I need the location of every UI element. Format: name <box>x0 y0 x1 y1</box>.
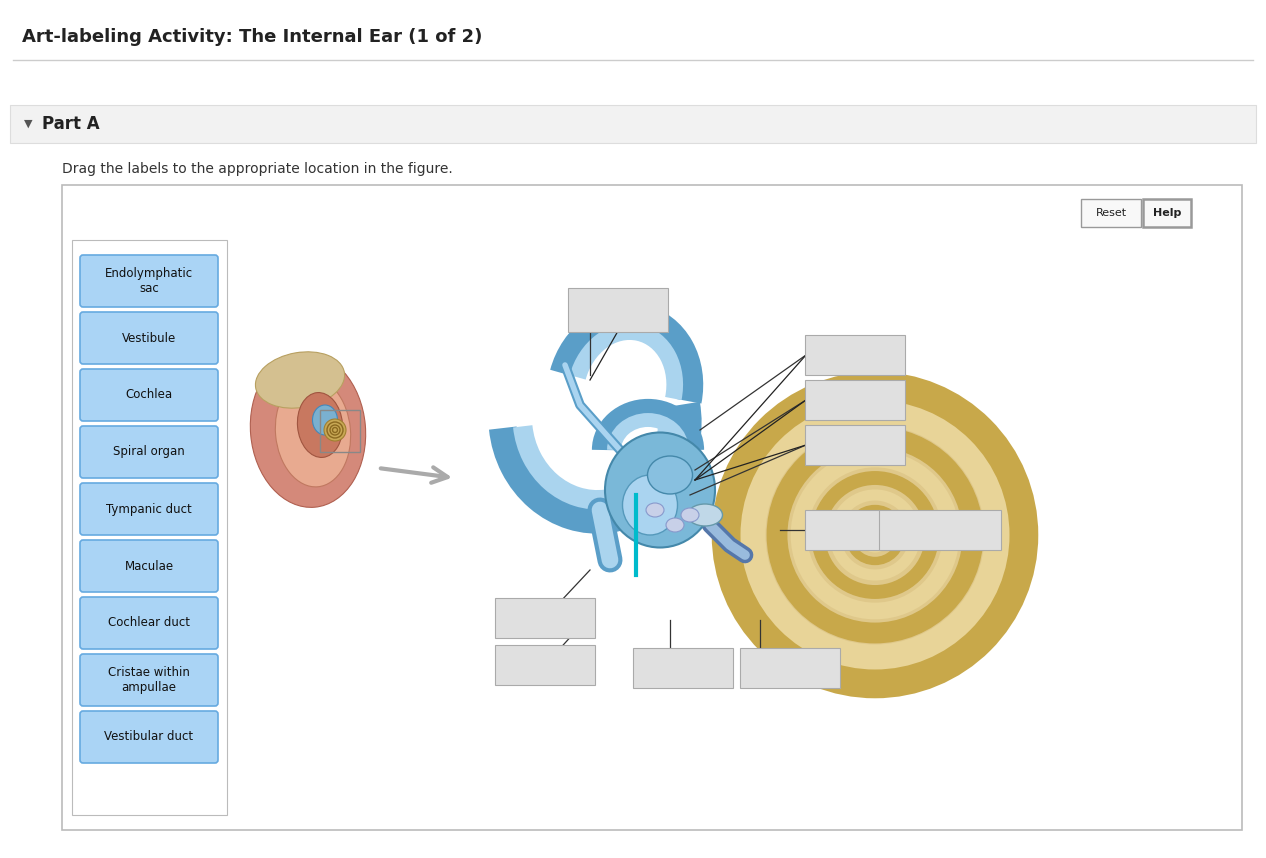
Ellipse shape <box>666 518 684 532</box>
Ellipse shape <box>324 419 346 441</box>
FancyBboxPatch shape <box>80 312 218 364</box>
FancyBboxPatch shape <box>633 648 733 688</box>
FancyBboxPatch shape <box>495 598 595 638</box>
FancyBboxPatch shape <box>1081 199 1141 227</box>
Ellipse shape <box>681 508 699 522</box>
Ellipse shape <box>720 390 1031 680</box>
FancyBboxPatch shape <box>72 240 227 815</box>
FancyBboxPatch shape <box>80 369 218 421</box>
Ellipse shape <box>605 432 715 547</box>
Text: Cochlear duct: Cochlear duct <box>108 617 190 630</box>
Text: Endolymphatic
sac: Endolymphatic sac <box>105 267 192 295</box>
FancyBboxPatch shape <box>1143 199 1191 227</box>
Ellipse shape <box>646 503 663 517</box>
FancyBboxPatch shape <box>805 510 905 550</box>
Text: ▼: ▼ <box>24 119 33 129</box>
FancyBboxPatch shape <box>10 105 1256 143</box>
FancyBboxPatch shape <box>80 597 218 649</box>
FancyBboxPatch shape <box>805 335 905 375</box>
Text: Art-labeling Activity: The Internal Ear (1 of 2): Art-labeling Activity: The Internal Ear … <box>22 28 482 46</box>
FancyBboxPatch shape <box>741 648 841 688</box>
Text: Help: Help <box>1153 208 1181 218</box>
Ellipse shape <box>256 352 344 408</box>
FancyBboxPatch shape <box>495 645 595 685</box>
Text: Reset: Reset <box>1095 208 1127 218</box>
FancyBboxPatch shape <box>80 540 218 592</box>
FancyBboxPatch shape <box>879 510 1001 550</box>
FancyBboxPatch shape <box>80 483 218 535</box>
Ellipse shape <box>275 378 351 486</box>
Text: Spiral organ: Spiral organ <box>113 445 185 458</box>
FancyBboxPatch shape <box>805 425 905 465</box>
FancyBboxPatch shape <box>568 288 668 332</box>
FancyBboxPatch shape <box>80 711 218 763</box>
FancyBboxPatch shape <box>62 185 1242 830</box>
Ellipse shape <box>251 353 366 507</box>
Ellipse shape <box>687 504 723 526</box>
Text: Maculae: Maculae <box>124 559 173 572</box>
Text: Vestibular duct: Vestibular duct <box>104 730 194 744</box>
Text: Tympanic duct: Tympanic duct <box>106 503 192 516</box>
FancyBboxPatch shape <box>80 426 218 478</box>
Circle shape <box>867 527 882 543</box>
Text: Cristae within
ampullae: Cristae within ampullae <box>108 666 190 694</box>
Text: Part A: Part A <box>42 115 100 133</box>
FancyBboxPatch shape <box>80 654 218 706</box>
Ellipse shape <box>313 405 338 435</box>
FancyBboxPatch shape <box>805 380 905 420</box>
Text: Cochlea: Cochlea <box>125 389 172 402</box>
Ellipse shape <box>623 475 677 535</box>
Ellipse shape <box>647 456 693 494</box>
Text: Drag the labels to the appropriate location in the figure.: Drag the labels to the appropriate locat… <box>62 162 453 176</box>
FancyBboxPatch shape <box>80 255 218 307</box>
Text: Vestibule: Vestibule <box>122 331 176 345</box>
Ellipse shape <box>298 393 343 457</box>
